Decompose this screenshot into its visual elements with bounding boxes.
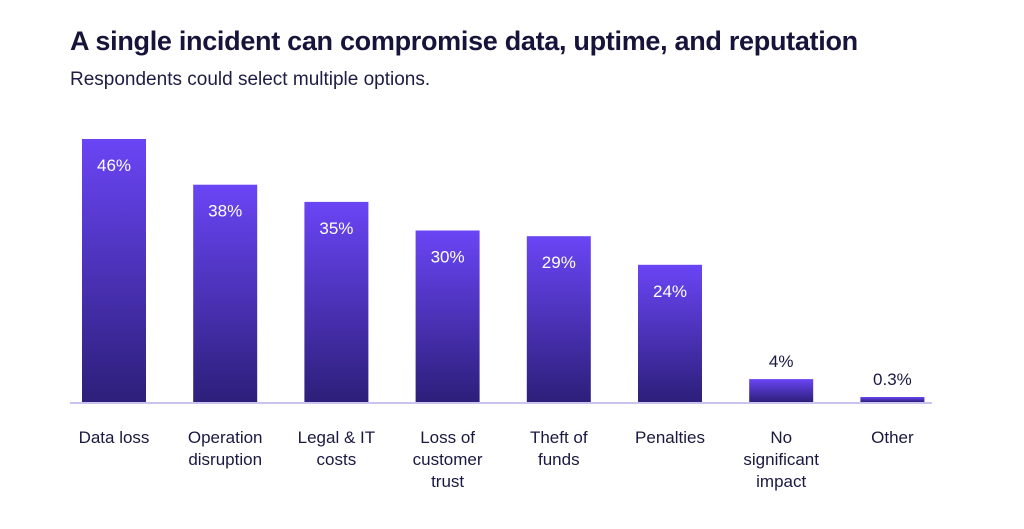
category-label-line: Operation bbox=[188, 428, 263, 447]
category-label-line: Penalties bbox=[635, 428, 705, 447]
value-label-7: 0.3% bbox=[873, 370, 912, 389]
category-label-line: costs bbox=[317, 450, 357, 469]
bar-4 bbox=[526, 236, 591, 402]
value-label-3: 30% bbox=[431, 248, 465, 267]
category-label-line: significant bbox=[743, 450, 819, 469]
category-label-line: No bbox=[770, 428, 792, 447]
bar-6 bbox=[749, 379, 814, 402]
category-label-line: Loss of bbox=[420, 428, 475, 447]
category-label-line: disruption bbox=[188, 450, 262, 469]
category-label-line: Theft of bbox=[530, 428, 588, 447]
value-label-1: 38% bbox=[208, 202, 242, 221]
value-label-0: 46% bbox=[97, 156, 131, 175]
bar-5 bbox=[638, 264, 702, 402]
value-label-5: 24% bbox=[653, 282, 687, 301]
category-label-line: impact bbox=[756, 472, 806, 491]
category-label-line: Data loss bbox=[79, 428, 150, 447]
category-label-2: Legal & IT costs bbox=[298, 428, 376, 469]
category-label-1: Operation disruption bbox=[188, 428, 263, 469]
bar-0 bbox=[82, 139, 146, 402]
value-label-6: 4% bbox=[769, 352, 794, 371]
category-label-5: Penalties bbox=[635, 428, 705, 447]
category-label-0: Data loss bbox=[79, 428, 150, 447]
chart-title: A single incident can compromise data, u… bbox=[70, 26, 858, 56]
category-label-6: No significant impact bbox=[743, 428, 819, 491]
category-label-7: Other bbox=[871, 428, 914, 447]
category-label-line: trust bbox=[431, 472, 464, 491]
chart-subtitle: Respondents could select multiple option… bbox=[70, 69, 431, 90]
category-label-line: Legal & IT bbox=[298, 428, 376, 447]
category-label-4: Theft of funds bbox=[530, 428, 588, 469]
bar-3 bbox=[415, 230, 480, 402]
bar-1 bbox=[193, 184, 258, 402]
bar-2 bbox=[304, 201, 369, 402]
value-label-2: 35% bbox=[319, 219, 353, 238]
category-label-line: customer bbox=[413, 450, 483, 469]
category-label-line: Other bbox=[871, 428, 914, 447]
value-label-4: 29% bbox=[542, 253, 576, 272]
category-label-3: Loss of customer trust bbox=[413, 428, 483, 491]
bar-7 bbox=[860, 397, 925, 402]
category-label-line: funds bbox=[538, 450, 580, 469]
